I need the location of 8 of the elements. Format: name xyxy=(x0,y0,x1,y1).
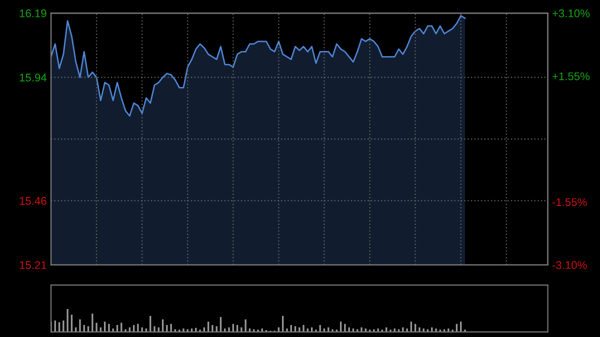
y-tick-label: 16.19 xyxy=(20,9,46,18)
y2-tick-label: -1.55% xyxy=(552,198,587,206)
y2-tick-label: -3.10% xyxy=(552,261,587,270)
y2-tick-label: +1.55% xyxy=(552,72,590,80)
y-tick-label: 15.46 xyxy=(20,196,46,205)
y-tick-label: 15.94 xyxy=(20,74,47,82)
y2-tick-label: +3.10% xyxy=(552,9,590,18)
y-tick-label: 15.21 xyxy=(20,261,46,270)
